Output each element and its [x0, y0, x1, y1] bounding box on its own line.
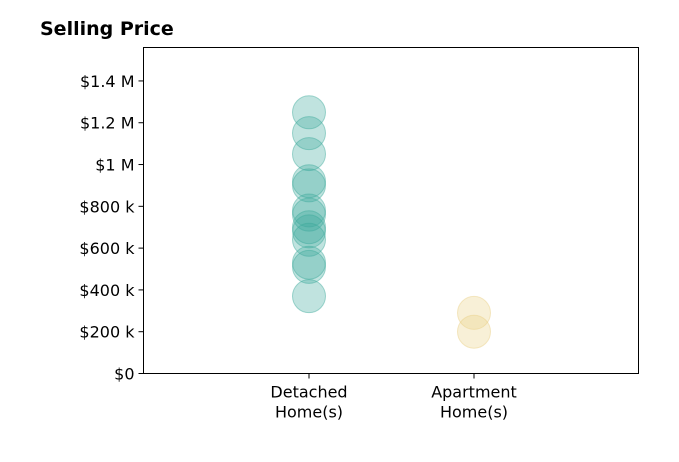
data-point	[292, 245, 326, 280]
data-point	[292, 214, 326, 249]
y-tick-label: $1.4 M	[80, 72, 135, 91]
y-axis: $0 $200 k $400 k $600 k $800 k $1 M $1.2 M $1.4…	[79, 72, 144, 384]
data-point	[292, 95, 326, 130]
y-tick-label: $1.2 M	[80, 114, 135, 133]
y-tick-label: $400 k	[79, 281, 135, 300]
y-tick-label: $200 k	[79, 323, 135, 342]
x-tick-label: Detached	[270, 383, 347, 402]
data-point	[292, 279, 326, 314]
x-tick-label: Home(s)	[440, 403, 508, 422]
chart-title: Selling Price	[40, 18, 174, 40]
y-tick-label: $0	[114, 365, 134, 384]
y-tick-label: $800 k	[79, 197, 135, 216]
data-point	[292, 210, 326, 245]
data-point	[292, 137, 326, 172]
data-point	[292, 193, 326, 228]
data-point	[292, 116, 326, 151]
data-point	[292, 197, 326, 232]
x-tick-label: Home(s)	[275, 403, 343, 422]
data-point	[457, 295, 491, 330]
x-tick-label: Apartment	[431, 383, 517, 402]
data-point	[292, 168, 326, 203]
y-tick-label: $1 M	[95, 156, 134, 175]
data-point	[457, 314, 491, 349]
data-point	[292, 164, 326, 199]
data-point	[292, 222, 326, 257]
data-points	[292, 95, 491, 349]
y-tick-label: $600 k	[79, 239, 135, 258]
data-point	[292, 249, 326, 284]
plot-frame	[143, 47, 639, 374]
